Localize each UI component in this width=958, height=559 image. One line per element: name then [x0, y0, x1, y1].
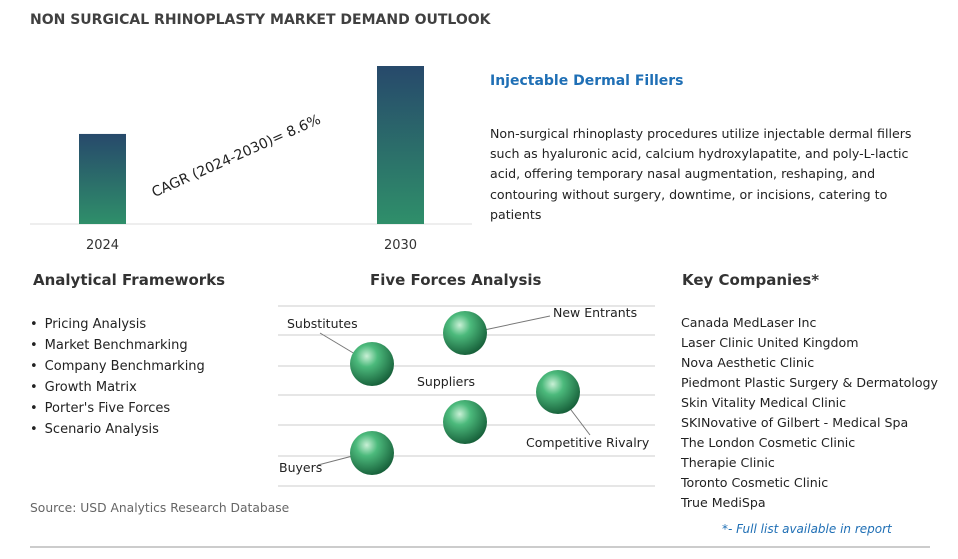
- list-item: Piedmont Plastic Surgery & Dermatology: [681, 375, 939, 390]
- list-item: Scenario Analysis: [30, 419, 205, 440]
- companies-list: Canada MedLaser Inc Laser Clinic United K…: [681, 313, 938, 513]
- force-label: Substitutes: [287, 316, 358, 331]
- source: Source: USD Analytics Research Database: [30, 501, 290, 515]
- bar: [377, 66, 424, 224]
- bar: [79, 133, 126, 224]
- force-label: Suppliers: [417, 374, 475, 389]
- list-item: Toronto Cosmetic Clinic: [681, 475, 829, 490]
- segment-description: Non-surgical rhinoplasty procedures util…: [490, 126, 912, 222]
- list-item: SKINovative of Gilbert - Medical Spa: [681, 415, 909, 430]
- segment-title: Injectable Dermal Fillers: [490, 73, 684, 89]
- list-item: Nova Aesthetic Clinic: [681, 355, 815, 370]
- force-label: Competitive Rivalry: [526, 435, 650, 450]
- list-item: Laser Clinic United Kingdom: [681, 335, 859, 350]
- list-item: True MediSpa: [681, 495, 766, 510]
- list-item: Canada MedLaser Inc: [681, 315, 817, 330]
- list-item: Market Benchmarking: [30, 335, 205, 356]
- frameworks-list: Pricing AnalysisMarket BenchmarkingCompa…: [30, 314, 205, 440]
- list-item: Company Benchmarking: [30, 356, 205, 377]
- list-item: Porter's Five Forces: [30, 398, 205, 419]
- x-tick-label: 2024: [86, 238, 119, 253]
- force-balls: [350, 311, 580, 475]
- force-label: Buyers: [279, 460, 322, 475]
- x-tick-label: 2030: [384, 238, 417, 253]
- companies-title: Key Companies*: [682, 271, 820, 289]
- list-item: Growth Matrix: [30, 377, 205, 398]
- force-label: New Entrants: [553, 305, 637, 320]
- footnote: *- Full list available in report: [722, 522, 892, 536]
- list-item: Therapie Clinic: [681, 455, 775, 470]
- frameworks-title: Analytical Frameworks: [33, 271, 226, 289]
- list-item: Pricing Analysis: [30, 314, 205, 335]
- five-forces-title: Five Forces Analysis: [370, 271, 542, 289]
- list-item: The London Cosmetic Clinic: [681, 435, 856, 450]
- page-title: NON SURGICAL RHINOPLASTY MARKET DEMAND O…: [30, 12, 491, 28]
- cagr-annotation: CAGR (2024-2030)= 8.6%: [149, 112, 323, 201]
- list-item: Skin Vitality Medical Clinic: [681, 395, 847, 410]
